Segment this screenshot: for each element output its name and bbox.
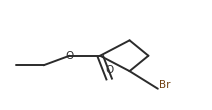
Text: O: O bbox=[65, 51, 74, 61]
Text: Br: Br bbox=[159, 80, 170, 90]
Text: O: O bbox=[105, 65, 114, 75]
